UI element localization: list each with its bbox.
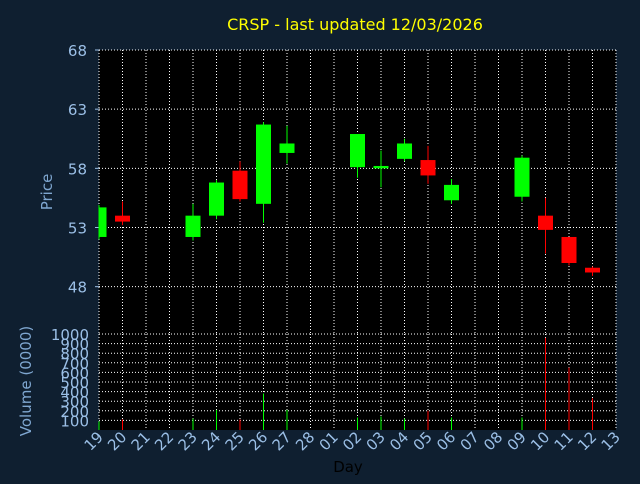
candle-body [279,143,295,153]
candle-body [585,267,600,273]
price-candle [209,180,224,220]
price-candle [397,138,412,162]
price-candle [232,161,248,202]
price-candle [585,266,600,277]
volume-y-tick-label: 1000 [51,326,89,344]
volume-y-tick-label: 700 [60,355,89,373]
price-candle [115,201,130,226]
x-tick-label: 20 [104,428,130,454]
volume-axis-label: Volume (0000) [17,326,35,436]
price-axis-label: Price [38,174,56,211]
candle-body [256,124,271,204]
x-tick-label: 02 [339,428,365,454]
price-candle [444,178,459,204]
price-candle [373,150,389,188]
candle-body [373,165,389,169]
volume-y-tick-label: 400 [60,384,89,402]
x-tick-label: 11 [551,428,577,454]
chart-title: CRSP - last updated 12/03/2026 [227,15,483,34]
x-tick-label: 21 [128,428,154,454]
candle-body [444,184,459,201]
x-tick-label: 05 [410,428,436,454]
x-tick-label: 25 [222,428,248,454]
price-candle [420,145,436,184]
candle-body [514,157,530,197]
x-tick-label: 19 [81,428,107,454]
volume-y-tick-label: 100 [60,412,89,430]
x-tick-label: 06 [433,428,459,454]
x-tick-label: 10 [527,428,553,454]
candle-body [232,170,248,200]
x-tick-label: 24 [198,428,224,454]
x-tick-label: 27 [269,428,295,454]
x-tick-label: 08 [480,428,506,454]
price-y-tick-label: 58 [68,160,87,178]
x-tick-label: 26 [245,428,271,454]
candle-body [561,236,577,263]
price-candle [350,134,365,178]
x-tick-label: 12 [574,428,600,454]
candle-body [209,182,224,216]
x-tick-label: 13 [598,428,624,454]
volume-y-tick-label: 500 [60,374,89,392]
x-tick-labels: 1920212223242526272801020304050607080910… [81,428,624,454]
candle-body [538,215,553,230]
price-candle [98,205,107,240]
price-candle [185,203,201,241]
candle-body [115,215,130,222]
volume-y-tick-label: 300 [60,393,89,411]
price-y-tick-label: 48 [68,279,87,297]
candle-body [350,134,365,168]
price-candle [279,125,295,164]
candle-body [397,143,412,159]
price-y-tick-label: 63 [68,101,87,119]
x-tick-label: 22 [151,428,177,454]
price-candles [98,122,600,277]
price-y-tick-label: 68 [68,42,87,60]
price-y-tick-labels: 48 53 58 63 68 [68,42,99,297]
x-tick-label: 01 [316,428,342,454]
price-candle [514,155,530,202]
price-candle [538,197,553,254]
x-tick-label: 09 [504,428,530,454]
x-axis-label: Day [333,458,363,476]
price-candle [256,122,271,223]
candle-body [99,207,107,237]
x-tick-label: 28 [292,428,318,454]
volume-bars [98,337,593,430]
x-tick-label: 04 [386,428,412,454]
volume-y-tick-label: 200 [60,403,89,421]
volume-y-tick-label: 900 [60,336,89,354]
x-tick-label: 23 [175,428,201,454]
volume-y-tick-label: 800 [60,345,89,363]
x-tick-label: 07 [457,428,483,454]
x-tick-label: 03 [363,428,389,454]
price-candle [561,236,577,266]
candle-body [420,160,436,176]
candle-body [185,215,201,237]
price-y-tick-label: 53 [68,220,87,238]
volume-y-tick-label: 600 [60,364,89,382]
